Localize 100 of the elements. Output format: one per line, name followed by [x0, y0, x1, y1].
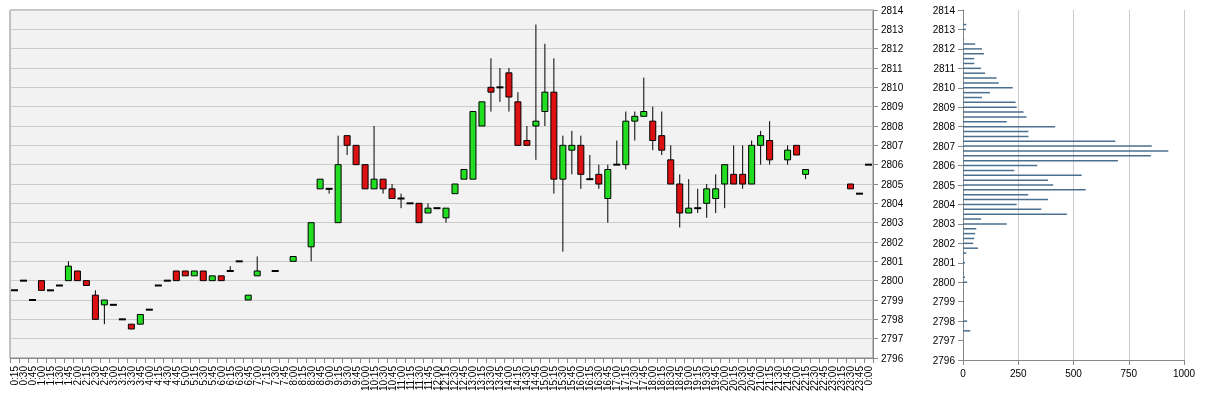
x-tick-label: 2:00 [71, 365, 83, 386]
x-tick-label: 4:30 [161, 365, 173, 386]
y-tick-label: 2799 [881, 294, 904, 306]
y-tick-label: 2814 [932, 4, 956, 16]
x-tick-label: 500 [1065, 367, 1083, 379]
x-tick-label: 16:00 [575, 365, 587, 392]
x-tick-label: 10:15 [368, 365, 380, 392]
candlestick [784, 144, 792, 166]
x-tick-label: 8:15 [296, 365, 308, 386]
y-tick-label: 2796 [932, 354, 956, 366]
x-tick-label: 7:30 [269, 365, 281, 386]
y-tick-label: 2802 [881, 236, 904, 248]
y-tick-label: 2809 [932, 101, 956, 113]
y-tick-label: 2807 [881, 139, 904, 151]
x-tick-label: 12:30 [449, 365, 461, 392]
x-tick-label: 750 [1120, 367, 1138, 379]
x-tick-label: 21:15 [764, 365, 776, 392]
x-tick-label: 13:00 [467, 365, 479, 392]
x-tick-label: 20:45 [746, 365, 758, 392]
x-tick-label: 22:30 [809, 365, 821, 392]
x-tick-label: 2:30 [89, 365, 101, 386]
x-tick-label: 15:30 [557, 365, 569, 392]
candlestick [532, 24, 540, 161]
x-tick-label: 0:30 [17, 365, 29, 386]
x-tick-label: 13:45 [494, 365, 506, 392]
candlestick [10, 289, 18, 292]
x-tick-label: 11:30 [413, 365, 425, 391]
x-tick-label: 11:00 [395, 365, 407, 391]
y-tick-label: 2806 [881, 159, 904, 171]
x-tick-label: 19:00 [683, 365, 695, 392]
x-tick-label: 22:15 [800, 365, 812, 392]
y-tick-label: 2798 [932, 315, 956, 327]
candlestick [622, 111, 630, 170]
x-tick-label: 10:45 [386, 365, 398, 392]
x-tick-label: 1:30 [53, 365, 65, 386]
x-tick-label: 19:45 [710, 365, 722, 392]
x-tick-label: 20:15 [728, 365, 740, 392]
x-tick-label: 23:45 [854, 365, 866, 392]
y-tick-label: 2804 [881, 197, 904, 209]
candlestick [19, 279, 27, 282]
x-tick-label: 21:45 [782, 365, 794, 392]
y-tick-label: 2797 [932, 335, 956, 347]
x-tick-label: 19:15 [692, 365, 704, 392]
y-tick-label: 2800 [932, 276, 956, 288]
x-tick-label: 15:15 [548, 365, 560, 392]
x-tick-label: 18:45 [674, 365, 686, 392]
x-tick-label: 10:00 [359, 365, 371, 392]
candlestick [397, 193, 405, 209]
x-tick-label: 4:15 [152, 365, 164, 386]
x-tick-label: 4:00 [143, 365, 155, 386]
candlestick [46, 289, 54, 292]
y-tick-label: 2808 [932, 121, 956, 133]
x-tick-label: 0 [960, 367, 967, 379]
x-tick-label: 0:45 [26, 365, 38, 386]
x-tick-label: 17:15 [620, 365, 632, 392]
y-tick-label: 2808 [881, 120, 904, 132]
y-tick-label: 2814 [881, 4, 904, 16]
x-tick-label: 7:15 [260, 365, 272, 386]
candlestick [712, 173, 720, 214]
candlestick [118, 318, 126, 321]
y-tick-label: 2812 [881, 43, 904, 55]
candlestick [766, 120, 774, 166]
y-tick-label: 2813 [932, 23, 956, 35]
x-tick-label: 6:00 [215, 365, 227, 386]
x-tick-label: 0:00 [863, 365, 875, 386]
x-tick-label: 15:00 [539, 365, 551, 392]
x-tick-label: 19:30 [701, 365, 713, 392]
candlestick [649, 106, 657, 151]
candlestick [55, 284, 63, 287]
y-tick-label: 2800 [881, 275, 904, 287]
x-tick-label: 13:15 [476, 365, 488, 392]
x-tick-label: 9:00 [323, 365, 335, 386]
candlestick [577, 135, 585, 190]
x-tick-label: 11:15 [404, 365, 416, 391]
x-tick-label: 14:00 [503, 365, 515, 392]
x-tick-label: 9:15 [332, 365, 344, 386]
x-tick-label: 14:45 [530, 365, 542, 392]
x-tick-label: 22:45 [818, 365, 830, 392]
x-tick-label: 3:45 [134, 365, 146, 386]
y-tick-label: 2809 [881, 101, 904, 113]
y-tick-label: 2810 [932, 82, 956, 94]
y-tick-label: 2803 [881, 217, 904, 229]
x-tick-label: 1:45 [62, 365, 74, 386]
y-tick-label: 2813 [881, 23, 904, 35]
x-tick-label: 12:00 [431, 365, 443, 392]
x-tick-label: 5:45 [206, 365, 218, 386]
x-tick-label: 2:45 [98, 365, 110, 386]
x-tick-label: 18:15 [656, 365, 668, 392]
x-tick-label: 5:30 [197, 365, 209, 386]
x-tick-label: 6:15 [224, 365, 236, 386]
y-tick-label: 2801 [932, 257, 956, 269]
x-tick-label: 22:00 [791, 365, 803, 392]
y-tick-label: 2805 [932, 179, 956, 191]
x-tick-label: 9:45 [350, 365, 362, 386]
candlestick [235, 260, 243, 263]
x-tick-label: 17:45 [638, 365, 650, 392]
x-tick-label: 5:00 [179, 365, 191, 386]
x-tick-label: 13:30 [485, 365, 497, 392]
x-tick-label: 7:00 [251, 365, 263, 386]
x-tick-label: 1:00 [35, 365, 47, 386]
